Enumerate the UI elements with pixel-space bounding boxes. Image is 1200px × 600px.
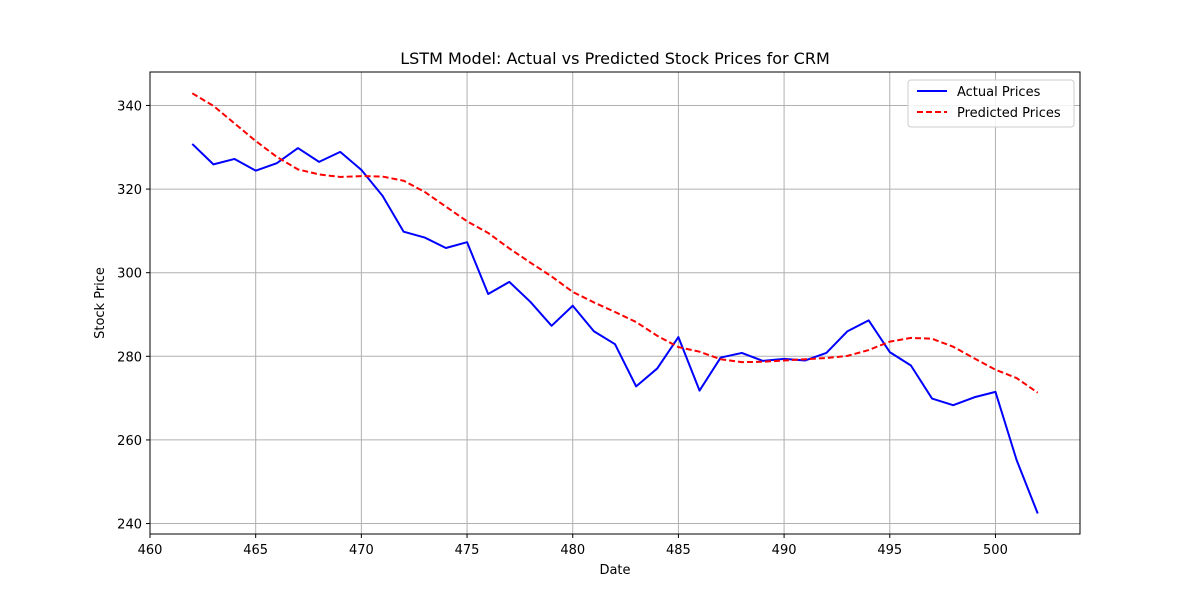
y-tick-label: 260 [117,434,142,449]
actual-prices-line [191,143,1039,514]
x-tick-label: 485 [666,543,691,558]
x-tick-label: 475 [455,543,480,558]
legend-label-predicted: Predicted Prices [957,106,1061,121]
x-tick-label: 480 [560,543,585,558]
axis-ticks: 460 465 470 475 480 485 490 495 500 240 260 280 300 3… [117,99,1008,558]
legend-label-actual: Actual Prices [957,85,1041,100]
x-tick-label: 490 [772,543,797,558]
plot-frame [149,71,1081,535]
legend-box [907,79,1075,128]
x-tick-label: 460 [138,543,163,558]
x-tick-label: 495 [877,543,902,558]
predicted-prices-line [191,92,1039,394]
y-tick-label: 320 [117,183,142,198]
series-layer [191,92,1039,514]
y-tick-label: 340 [117,99,142,114]
y-axis-label: Stock Price [93,267,108,339]
y-tick-label: 240 [117,518,142,533]
x-axis-label: Date [599,563,630,578]
y-tick-label: 280 [117,350,142,365]
x-tick-label: 465 [243,543,268,558]
grid-lines [149,72,1080,534]
legend: Actual Prices Predicted Prices [907,79,1075,128]
y-tick-label: 300 [117,267,142,282]
x-tick-label: 470 [349,543,374,558]
chart-title: LSTM Model: Actual vs Predicted Stock Pr… [400,49,830,68]
x-tick-label: 500 [983,543,1008,558]
